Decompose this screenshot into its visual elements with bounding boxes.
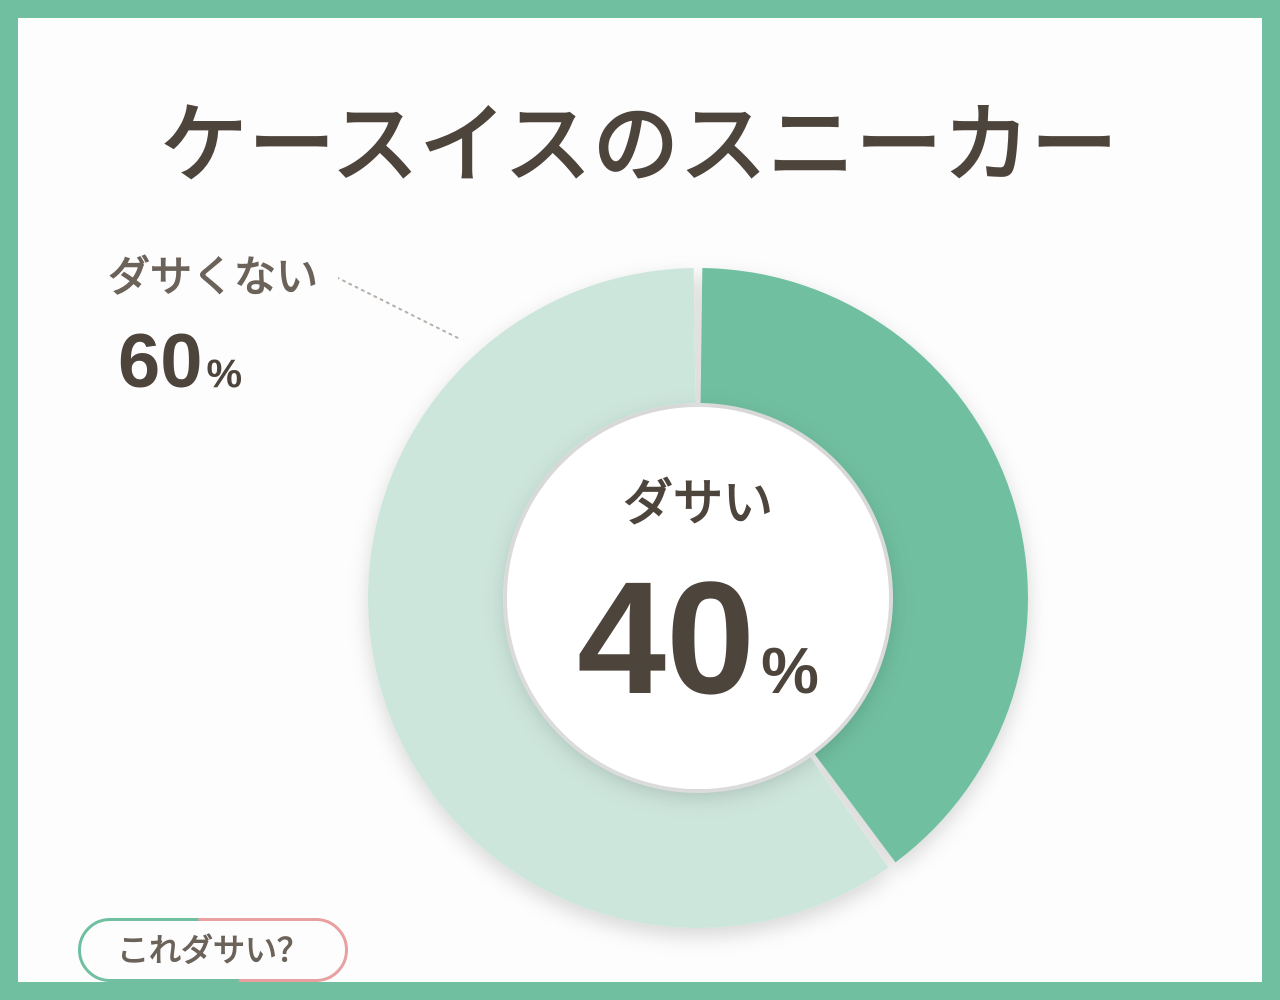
callout-value-number: 60 xyxy=(118,319,203,404)
center-category-label: ダサい xyxy=(498,478,898,528)
chart-title: ケースイスのスニーカー xyxy=(18,74,1262,199)
center-value-percent: % xyxy=(761,634,819,707)
callout-leader xyxy=(338,268,458,338)
callout-value-percent: % xyxy=(207,352,243,396)
card-frame: ケースイスのスニーカー ダサい 40% ダサくない 60% xyxy=(0,0,1280,1000)
center-value-number: 40 xyxy=(577,548,755,727)
callout-label: ダサくない xyxy=(108,243,318,304)
badge-text: これダサい？ xyxy=(117,932,309,968)
callout-value: 60% xyxy=(118,318,242,405)
center-value: 40% xyxy=(478,558,918,718)
tag-badge: これダサい？ xyxy=(78,918,348,982)
